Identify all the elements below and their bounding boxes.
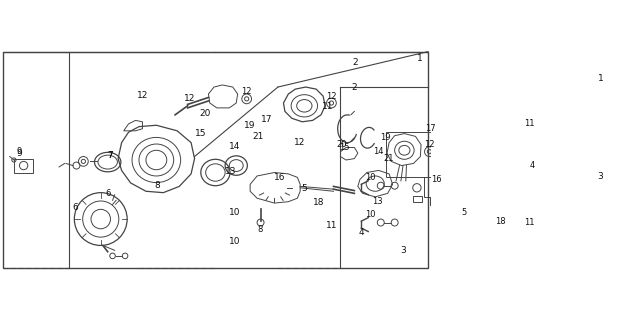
Text: 11: 11 [326,221,337,230]
Bar [424,177,436,197]
Bar [386,132,438,177]
Text: 15: 15 [339,143,349,152]
Text: 2: 2 [353,58,358,67]
Text: 11: 11 [525,119,534,128]
Text: 18: 18 [495,217,505,226]
Text: 20: 20 [199,109,210,118]
Text: 18: 18 [313,198,324,207]
Text: 21: 21 [253,132,264,141]
Bar [516,132,529,171]
Text: 12: 12 [326,92,337,100]
Text: 14: 14 [373,147,384,156]
Bar [413,196,422,202]
Text: 14: 14 [229,142,241,151]
Text: 2: 2 [352,83,357,92]
Text: 15: 15 [195,129,206,138]
Text: 19: 19 [381,133,391,142]
Text: 20: 20 [337,140,347,149]
Text: 6: 6 [73,203,78,212]
Text: 8: 8 [154,181,160,190]
Text: 16: 16 [274,173,286,182]
Text: 1: 1 [417,54,423,63]
Text: 10: 10 [229,208,241,217]
Text: 1: 1 [598,74,603,83]
Text: 9: 9 [17,149,22,158]
Text: 6: 6 [105,189,110,198]
Text: 5: 5 [461,208,467,217]
Text: 4: 4 [359,228,365,237]
Text: 5: 5 [301,184,306,193]
Text: 7: 7 [107,151,112,160]
Text: 10: 10 [365,173,376,182]
Text: 13: 13 [224,167,236,176]
Text: 17: 17 [262,116,273,124]
Text: 19: 19 [244,121,255,130]
Text: 7: 7 [107,151,113,160]
Text: 13: 13 [372,197,383,206]
Text: 12: 12 [241,87,252,96]
Text: 12: 12 [294,138,305,147]
Text: 10: 10 [229,237,241,246]
Text: 8: 8 [258,225,264,234]
Text: 21: 21 [384,154,394,163]
Bar [14,159,33,172]
Text: 4: 4 [529,161,535,170]
Text: 11: 11 [525,218,534,227]
Text: 17: 17 [425,124,436,133]
Text: 9: 9 [17,147,22,156]
Text: 3: 3 [598,172,603,181]
Text: 12: 12 [424,140,435,149]
Text: 12: 12 [184,94,195,103]
Text: 12: 12 [136,91,148,100]
Text: 11: 11 [322,102,333,111]
Text: 3: 3 [400,245,405,254]
Text: 10: 10 [365,210,376,219]
Text: 16: 16 [431,175,441,184]
